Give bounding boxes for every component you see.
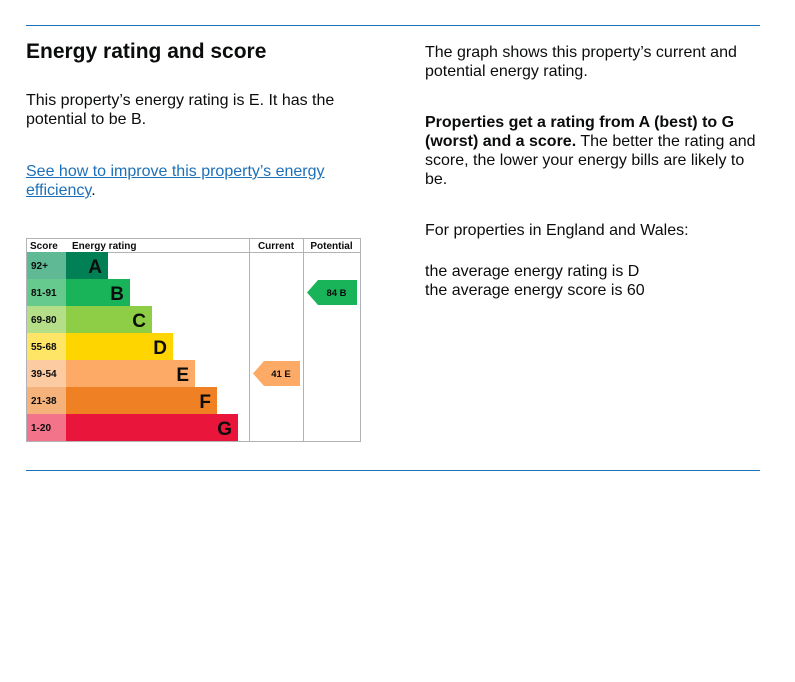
potential-rating-label: 84 B — [326, 288, 346, 299]
link-suffix: . — [91, 182, 96, 199]
score-label-f: 21-38 — [31, 396, 57, 407]
energy-rating-chart: Score Energy rating Current Potential 92+ A 8… — [26, 238, 361, 442]
band-letter-f: F — [199, 392, 211, 413]
rating-scale-bold: Properties get a rating from A (best) to… — [425, 114, 735, 150]
score-label-g: 1-20 — [31, 423, 51, 434]
score-cell-e — [27, 360, 67, 387]
page-title: Energy rating and score — [26, 40, 267, 63]
score-cell-d — [27, 333, 67, 360]
band-bar-d — [66, 333, 173, 360]
current-rating-label: 41 E — [271, 369, 291, 380]
improve-link-paragraph: See how to improve this property’s energ… — [26, 162, 356, 200]
chart-arrows: 41 E 84 B — [253, 280, 357, 386]
score-cell-g — [27, 414, 67, 441]
band-bar-b — [66, 279, 130, 306]
current-rating-arrow — [253, 361, 300, 386]
chart-bands: 92+ A 81-91 B 69-80 C 55-68 D 39-54 E 21-38 F 1-20 G — [27, 252, 238, 441]
band-letter-g: G — [217, 419, 232, 440]
rating-scale-explanation: Properties get a rating from A (best) to… — [425, 113, 760, 189]
score-label-a: 92+ — [31, 261, 48, 272]
score-label-c: 69-80 — [31, 315, 57, 326]
rating-summary: This property’s energy rating is E. It h… — [26, 92, 335, 128]
top-divider — [26, 25, 760, 26]
band-bar-a — [66, 252, 108, 279]
score-label-b: 81-91 — [31, 288, 57, 299]
rating-scale-rest: The better the rating and score, the low… — [425, 133, 756, 188]
graph-intro: The graph shows this property’s current … — [425, 44, 737, 80]
header-current: Current — [258, 241, 295, 252]
header-potential: Potential — [310, 241, 352, 252]
band-bar-c — [66, 306, 152, 333]
potential-rating-arrow — [307, 280, 357, 305]
bottom-divider — [26, 470, 760, 471]
band-bar-e — [66, 360, 195, 387]
band-letter-a: A — [88, 257, 102, 278]
improve-efficiency-link[interactable]: See how to improve this property’s energ… — [26, 163, 325, 199]
band-letter-c: C — [132, 311, 146, 332]
score-cell-b — [27, 279, 67, 306]
average-score: the average energy score is 60 — [425, 282, 645, 299]
band-letter-d: D — [153, 338, 167, 359]
score-label-e: 39-54 — [31, 369, 57, 380]
score-cell-a — [27, 252, 67, 279]
averages: the average energy rating is D the averag… — [425, 262, 760, 300]
header-energy-rating: Energy rating — [72, 241, 136, 252]
score-cell-c — [27, 306, 67, 333]
band-letter-b: B — [110, 284, 124, 305]
band-bar-f — [66, 387, 217, 414]
region-note: For properties in England and Wales: — [425, 222, 689, 239]
score-cell-f — [27, 387, 67, 414]
average-rating: the average energy rating is D — [425, 263, 640, 280]
band-bar-g — [66, 414, 238, 441]
band-letter-e: E — [176, 365, 189, 386]
header-score: Score — [30, 241, 58, 252]
score-label-d: 55-68 — [31, 342, 57, 353]
